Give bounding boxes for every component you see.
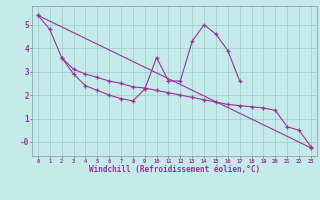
X-axis label: Windchill (Refroidissement éolien,°C): Windchill (Refroidissement éolien,°C) xyxy=(89,165,260,174)
